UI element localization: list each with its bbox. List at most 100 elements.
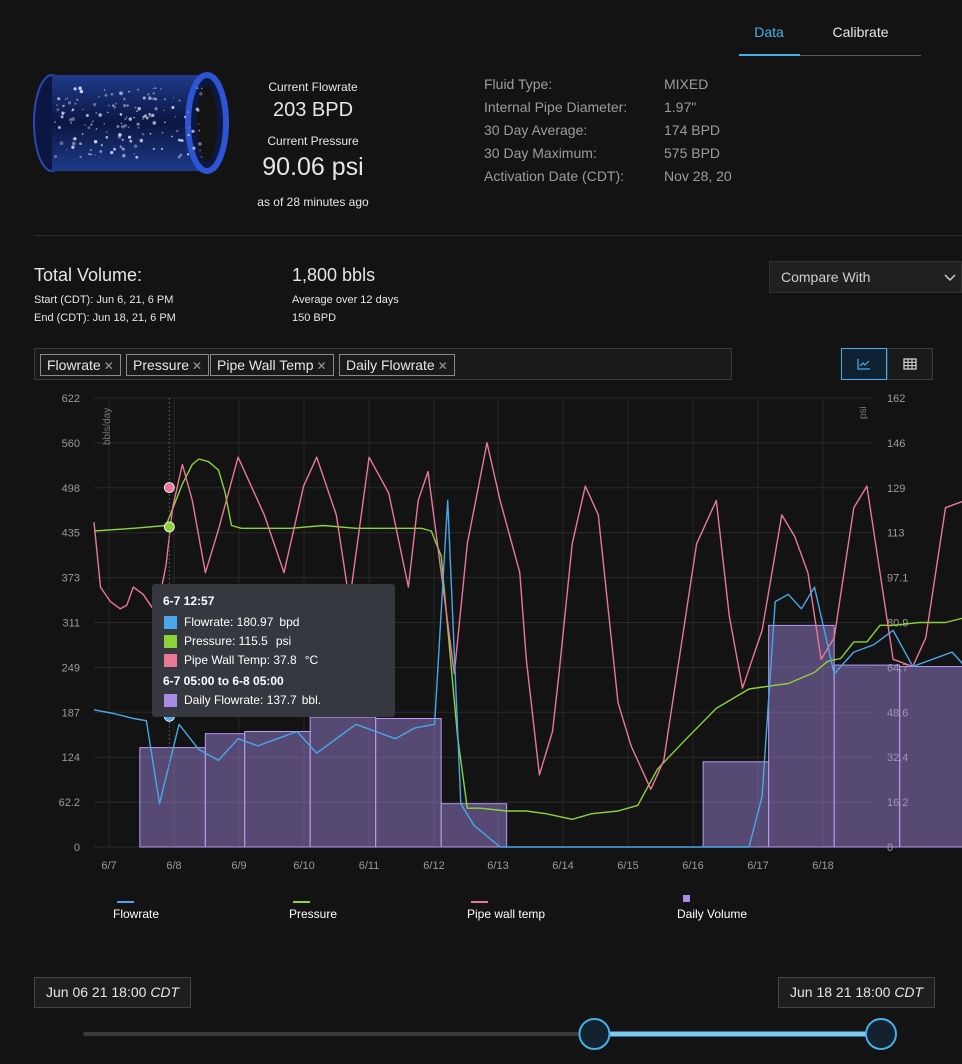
x-tick: 6/9	[231, 860, 246, 872]
fact-label: Activation Date (CDT):	[484, 168, 625, 184]
y-left-tick: 187	[62, 707, 80, 719]
y-left-tick: 0	[74, 842, 80, 854]
chip-pressure[interactable]: Pressure ✕	[126, 354, 210, 376]
range-start: Jun 06 21 18:00	[46, 984, 147, 1000]
daily-volume-bar	[702, 761, 770, 848]
compare-with-select[interactable]: Compare With	[769, 261, 962, 293]
legend-pressure[interactable]: Pressure	[289, 907, 338, 921]
tooltip-pressure-unit: psi	[275, 634, 292, 648]
fact-value: 174 BPD	[664, 122, 721, 138]
pressure-swatch	[164, 634, 177, 648]
y-right-tick: 0	[887, 842, 893, 854]
range-end-tz: CDT	[894, 984, 924, 1000]
y-left-tick: 124	[62, 752, 80, 764]
fact-label: 30 Day Average:	[484, 122, 588, 138]
fact-label: Fluid Type:	[484, 76, 553, 92]
tooltip-range: 6-7 05:00 to 6-8 05:00	[163, 674, 284, 688]
daily-volume-bar	[899, 666, 962, 848]
legend-pipe-wall-temp[interactable]: Pipe wall temp	[467, 907, 546, 921]
table-icon	[903, 358, 917, 370]
series-filter-bar[interactable]: Flowrate ✕ Pressure ✕ Pipe Wall Temp ✕ Dail…	[34, 348, 732, 380]
chip-label: Pipe Wall Temp	[217, 357, 314, 373]
y-left-axis-label: bbls/day	[102, 408, 113, 445]
tooltip-temp: Pipe Wall Temp: 37.8	[184, 653, 297, 667]
range-end: Jun 18 21 18:00	[790, 984, 891, 1000]
range-end-box[interactable]: Jun 18 21 18:00 CDT	[778, 977, 936, 1008]
total-volume-title: Total Volume:	[34, 265, 143, 285]
average-label: Average over 12 days	[292, 294, 399, 306]
x-tick: 6/12	[423, 860, 444, 872]
remove-icon[interactable]: ✕	[316, 359, 327, 373]
remove-icon[interactable]: ✕	[437, 359, 448, 373]
total-volume-value: 1,800 bbls	[292, 265, 376, 285]
legend-daily-volume[interactable]: Daily Volume	[677, 907, 748, 921]
y-right-tick: 129	[887, 483, 905, 495]
series-line-pressure	[93, 458, 962, 820]
tooltip-pressure: Pressure: 115.5	[184, 634, 268, 648]
y-right-axis-label: psi	[858, 406, 869, 419]
range-start-tz: CDT	[150, 984, 180, 1000]
daily-volume-bar	[833, 664, 901, 848]
slider-end-handle[interactable]	[865, 1018, 897, 1050]
y-left-tick: 560	[62, 438, 80, 450]
daily-volume-bar	[309, 716, 377, 848]
x-tick: 6/17	[747, 860, 768, 872]
compare-with-label: Compare With	[781, 269, 871, 285]
y-left-tick: 373	[62, 573, 80, 585]
start-date: Start (CDT): Jun 6, 21, 6 PM	[34, 294, 174, 306]
chip-label: Daily Flowrate	[346, 357, 435, 373]
tooltip-flowrate: Flowrate: 180.97	[184, 615, 274, 629]
fact-value: 1.97"	[664, 99, 697, 115]
table-view-button[interactable]	[887, 348, 933, 380]
as-of-timestamp: as of 28 minutes ago	[257, 195, 369, 209]
line-chart-view-button[interactable]	[841, 348, 887, 380]
range-start-box[interactable]: Jun 06 21 18:00 CDT	[34, 977, 192, 1008]
x-tick: 6/15	[617, 860, 638, 872]
y-left-tick: 435	[62, 528, 80, 540]
y-right-tick: 97.1	[887, 573, 908, 585]
daily-volume-bar	[375, 718, 442, 848]
x-tick: 6/13	[487, 860, 508, 872]
tab-data[interactable]: Data	[754, 24, 784, 40]
hover-marker	[163, 482, 175, 493]
flowrate-swatch	[164, 615, 177, 629]
tab-calibrate[interactable]: Calibrate	[832, 24, 889, 40]
chip-pipe-wall-temp[interactable]: Pipe Wall Temp ✕	[210, 354, 334, 376]
y-right-tick: 146	[887, 438, 905, 450]
tooltip-row-daily: Daily Flowrate: 137.7 bbl.	[164, 693, 321, 707]
y-right-tick: 16.2	[887, 797, 908, 809]
y-right-tick: 32.4	[887, 752, 908, 764]
temp-swatch	[164, 653, 177, 667]
x-tick: 6/18	[812, 860, 833, 872]
hover-marker	[163, 521, 175, 533]
remove-icon[interactable]: ✕	[103, 359, 114, 373]
y-left-tick: 311	[62, 618, 80, 630]
fact-label: 30 Day Maximum:	[484, 145, 597, 161]
tab-active-indicator	[739, 54, 800, 56]
fact-value: 575 BPD	[664, 145, 721, 161]
date-range-slider[interactable]	[0, 1016, 962, 1056]
fact-value: MIXED	[664, 76, 709, 92]
fact-value: Nov 28, 20	[664, 168, 732, 184]
section-divider	[34, 235, 962, 236]
chip-daily-flowrate[interactable]: Daily Flowrate ✕	[339, 354, 455, 376]
series-line-flowrate	[93, 499, 962, 848]
tooltip-daily-unit: bbl.	[301, 693, 322, 707]
y-right-tick: 113	[887, 528, 905, 540]
chip-flowrate[interactable]: Flowrate ✕	[40, 354, 121, 376]
line-chart-icon	[857, 359, 870, 370]
y-right-tick: 162	[887, 393, 905, 405]
daily-volume-bar	[139, 747, 206, 848]
remove-icon[interactable]: ✕	[192, 359, 203, 373]
daily-volume-bar	[204, 733, 246, 848]
current-flowrate-value: 203 BPD	[272, 99, 354, 121]
average-value: 150 BPD	[292, 312, 337, 324]
series-line-pipe-wall-temp	[93, 442, 962, 790]
tab-underline	[739, 55, 921, 56]
slider-start-handle[interactable]	[578, 1018, 611, 1050]
x-tick: 6/10	[293, 860, 314, 872]
legend-flowrate[interactable]: Flowrate	[113, 907, 160, 921]
legend-flowrate-swatch	[117, 901, 134, 903]
current-flowrate-label: Current Flowrate	[268, 80, 358, 94]
